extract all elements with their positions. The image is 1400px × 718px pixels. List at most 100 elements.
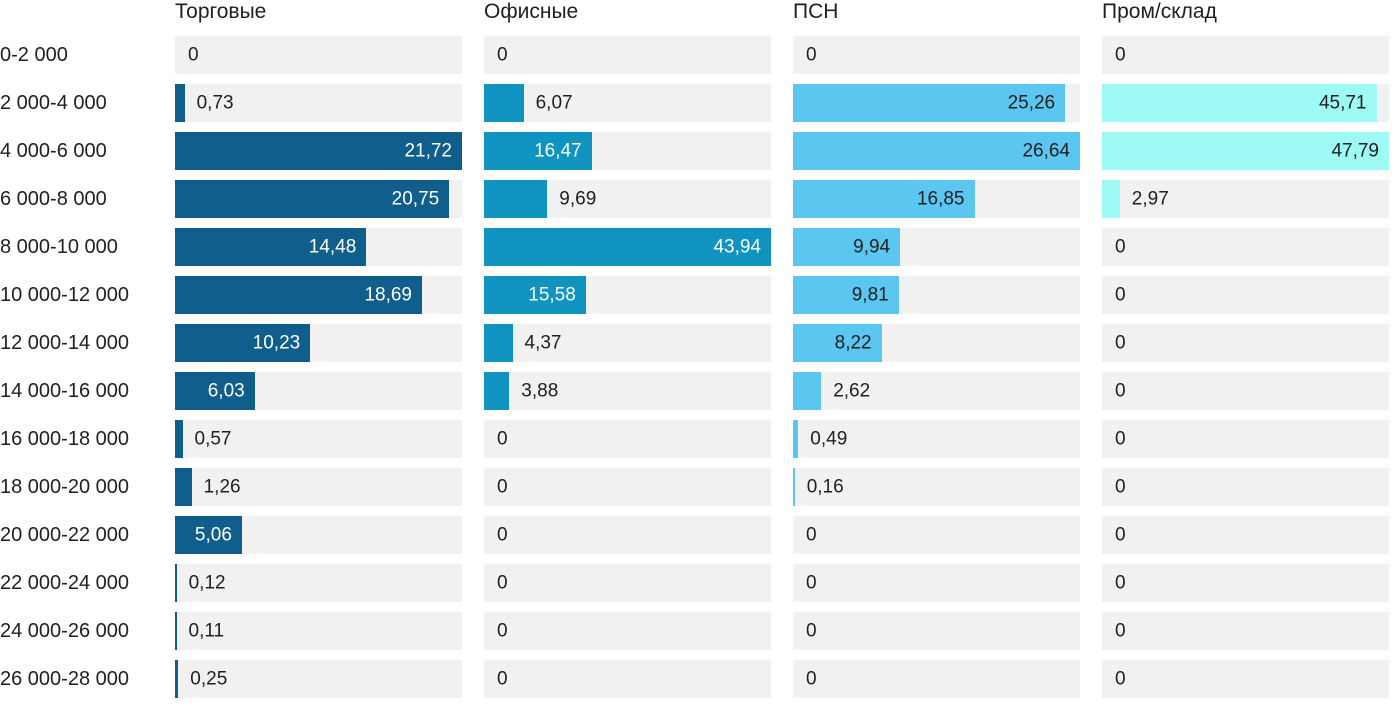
bar xyxy=(484,84,524,122)
value-label: 25,26 xyxy=(1007,92,1056,114)
value-label: 0,25 xyxy=(190,668,228,690)
value-label: 2,62 xyxy=(833,380,871,402)
bar xyxy=(793,84,1066,122)
value-label: 5,06 xyxy=(194,524,232,546)
bar-track: 15,58 xyxy=(484,276,771,314)
bar xyxy=(484,132,592,170)
bar-track: 0 xyxy=(1102,420,1389,458)
bar-track: 2,97 xyxy=(1102,180,1389,218)
column-header-ofisnye: Офисные xyxy=(484,0,579,23)
row-label: 4 000-6 000 xyxy=(0,139,107,162)
value-label: 14,48 xyxy=(308,236,357,258)
value-label: 4,37 xyxy=(524,332,562,354)
bar-track: 16,47 xyxy=(484,132,771,170)
bar-track: 9,69 xyxy=(484,180,771,218)
value-label: 1,26 xyxy=(203,476,241,498)
bar-track: 0 xyxy=(793,516,1080,554)
value-label: 9,69 xyxy=(559,188,597,210)
bar xyxy=(484,324,513,362)
value-label: 43,94 xyxy=(713,236,761,258)
bar-track: 47,79 xyxy=(1102,132,1389,170)
bar xyxy=(793,276,899,314)
row-label: 20 000-22 000 xyxy=(0,523,130,546)
bar-track: 0,73 xyxy=(175,84,462,122)
row-label: 2 000-4 000 xyxy=(0,91,107,114)
column-header-prom-sklad: Пром/склад xyxy=(1102,0,1217,23)
row-label: 10 000-12 000 xyxy=(0,283,130,306)
value-label: 3,88 xyxy=(521,380,559,402)
bar-track: 0 xyxy=(484,468,771,506)
bar-track: 0 xyxy=(1102,564,1389,602)
bar xyxy=(175,324,311,362)
value-label: 0 xyxy=(1115,620,1126,642)
value-label: 0 xyxy=(1115,668,1126,690)
bar-track: 6,03 xyxy=(175,372,462,410)
bar-track: 9,94 xyxy=(793,228,1080,266)
bar-track: 0 xyxy=(1102,516,1389,554)
bar-track: 0 xyxy=(1102,36,1389,74)
value-label: 20,75 xyxy=(391,188,440,210)
value-label: 0 xyxy=(497,668,508,690)
value-label: 15,58 xyxy=(528,284,576,306)
bar-track: 0 xyxy=(1102,468,1389,506)
bar-track: 0 xyxy=(484,612,771,650)
bar-track: 21,72 xyxy=(175,132,462,170)
row-label: 18 000-20 000 xyxy=(0,475,130,498)
grouped-bar-chart: Торговые Офисные ПСН Пром/склад 0-2 000 0… xyxy=(0,0,1389,698)
bar xyxy=(484,180,548,218)
bar-track: 26,64 xyxy=(793,132,1080,170)
bar-track: 10,23 xyxy=(175,324,462,362)
bar-track: 0 xyxy=(1102,612,1389,650)
value-label: 0,16 xyxy=(806,476,844,498)
row-label: 6 000-8 000 xyxy=(0,187,107,210)
bar-track: 0 xyxy=(793,564,1080,602)
bar-track: 6,07 xyxy=(484,84,771,122)
value-label: 0 xyxy=(497,428,508,450)
value-label: 0 xyxy=(806,524,817,546)
value-label: 2,97 xyxy=(1131,188,1169,210)
bar xyxy=(1102,132,1389,170)
value-label: 18,69 xyxy=(364,284,412,306)
bar-track: 9,81 xyxy=(793,276,1080,314)
value-label: 0,73 xyxy=(196,92,234,114)
value-label: 0 xyxy=(497,476,508,498)
bar-track: 4,37 xyxy=(484,324,771,362)
bar-track: 1,26 xyxy=(175,468,462,506)
bar-track: 20,75 xyxy=(175,180,462,218)
value-label: 0 xyxy=(497,524,508,546)
bar-track: 25,26 xyxy=(793,84,1080,122)
bar-track: 8,22 xyxy=(793,324,1080,362)
value-label: 0 xyxy=(1115,332,1126,354)
value-label: 0 xyxy=(1115,476,1126,498)
bar xyxy=(793,372,822,410)
bar xyxy=(175,420,183,458)
bar-track: 0,16 xyxy=(793,468,1080,506)
bar xyxy=(175,660,179,698)
bar xyxy=(1102,84,1377,122)
value-label: 9,94 xyxy=(853,236,891,258)
bar xyxy=(793,420,799,458)
bar-track: 5,06 xyxy=(175,516,462,554)
value-label: 0,57 xyxy=(194,428,232,450)
bar xyxy=(484,372,510,410)
bar-track: 0 xyxy=(1102,276,1389,314)
bar xyxy=(175,84,185,122)
bar xyxy=(793,468,795,506)
value-label: 0 xyxy=(497,572,508,594)
bar xyxy=(484,228,771,266)
bar xyxy=(175,180,450,218)
bar xyxy=(484,276,586,314)
bar-track: 0 xyxy=(484,564,771,602)
bar xyxy=(175,228,367,266)
bar xyxy=(175,468,192,506)
value-label: 0 xyxy=(1115,44,1126,66)
bar-track: 0 xyxy=(793,660,1080,698)
bar-track: 0 xyxy=(793,612,1080,650)
value-label: 0,11 xyxy=(188,620,225,642)
bar-track: 2,62 xyxy=(793,372,1080,410)
bar-track: 0 xyxy=(1102,372,1389,410)
bar xyxy=(175,516,242,554)
bar-track: 0 xyxy=(793,36,1080,74)
bar-track: 0 xyxy=(484,660,771,698)
row-label: 24 000-26 000 xyxy=(0,619,130,642)
